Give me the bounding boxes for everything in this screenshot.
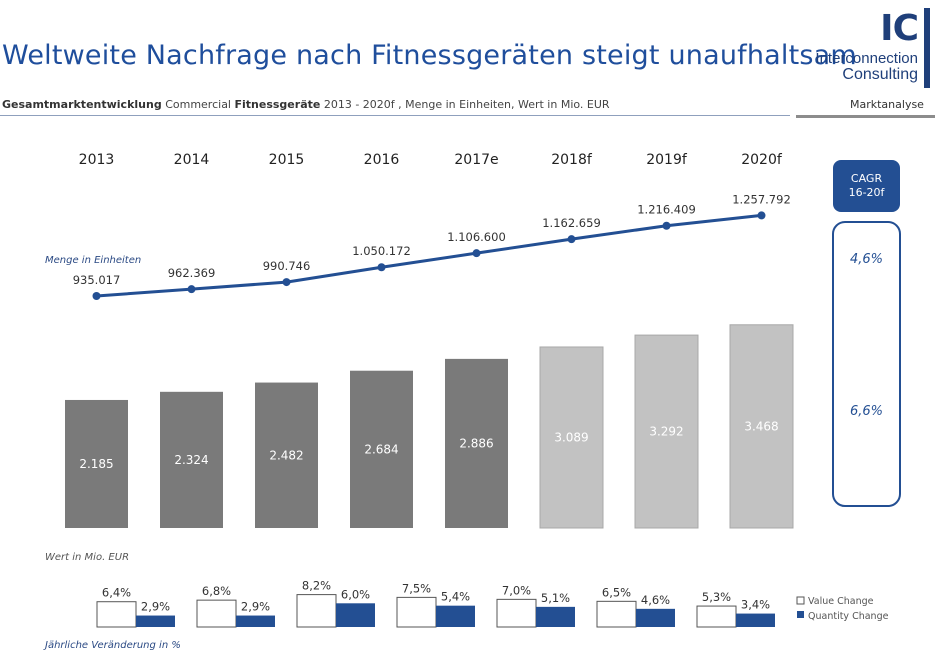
year-label: 2020f bbox=[741, 152, 783, 168]
subtitle-divider bbox=[0, 115, 790, 116]
change-chart-title: Jährliche Veränderung in % bbox=[43, 640, 181, 651]
value-bar bbox=[255, 382, 318, 528]
year-label: 2013 bbox=[79, 152, 115, 168]
year-label: 2015 bbox=[269, 152, 305, 168]
year-label: 2019f bbox=[646, 152, 688, 168]
quantity-change-bar bbox=[436, 605, 475, 627]
value-change-label: 7,0% bbox=[502, 583, 531, 597]
quantity-change-label: 3,4% bbox=[741, 598, 770, 612]
logo-text-line2: Consulting bbox=[842, 66, 918, 83]
quantity-change-label: 6,0% bbox=[341, 587, 370, 601]
value-change-label: 6,5% bbox=[602, 585, 631, 599]
quantity-point bbox=[757, 211, 766, 220]
value-bar-label: 3.468 bbox=[744, 419, 778, 433]
quantity-label: 1.257.792 bbox=[732, 192, 791, 206]
value-axis-label: Wert in Mio. EUR bbox=[45, 552, 129, 563]
quantity-label: 990.746 bbox=[263, 259, 311, 273]
quantity-label: 1.216.409 bbox=[637, 203, 696, 217]
quantity-label: 1.050.172 bbox=[352, 244, 411, 258]
cagr-title: CAGR bbox=[851, 172, 883, 185]
value-bar bbox=[350, 370, 413, 528]
section-divider bbox=[796, 115, 935, 118]
value-bar bbox=[729, 324, 794, 529]
value-change-bar bbox=[296, 594, 337, 628]
value-change-label: 7,5% bbox=[402, 581, 431, 595]
page-title: Weltweite Nachfrage nach Fitnessgeräten … bbox=[2, 40, 857, 71]
chart-subtitle: Gesamtmarktentwicklung Commercial Fitnes… bbox=[2, 98, 610, 111]
value-change-bar bbox=[396, 596, 437, 628]
value-bar-label: 3.292 bbox=[649, 425, 683, 439]
subtitle-plain-2: 2013 - 2020f , Menge in Einheiten, Wert … bbox=[320, 98, 610, 111]
value-change-bar bbox=[696, 605, 737, 628]
year-label: 2017e bbox=[454, 152, 498, 168]
quantity-point bbox=[567, 235, 576, 244]
quantity-change-label: 5,1% bbox=[541, 591, 570, 605]
quantity-change-label: 5,4% bbox=[441, 590, 470, 604]
logo-bar bbox=[924, 8, 930, 88]
value-bar bbox=[634, 334, 699, 529]
cagr-quantity: 4,6% bbox=[850, 252, 883, 267]
quantity-change-bar bbox=[736, 613, 775, 627]
value-bar-label: 2.185 bbox=[79, 457, 113, 471]
value-change-bar bbox=[496, 598, 537, 628]
quantity-point bbox=[662, 221, 671, 230]
quantity-point bbox=[282, 278, 291, 287]
section-label: Marktanalyse bbox=[850, 98, 924, 111]
logo-mark: IC bbox=[880, 8, 919, 49]
value-change-label: 5,3% bbox=[702, 590, 731, 604]
quantity-point bbox=[92, 292, 101, 300]
quantity-point bbox=[472, 249, 481, 258]
value-bar-label: 2.482 bbox=[269, 448, 303, 462]
value-bar-label: 3.089 bbox=[554, 430, 588, 444]
value-change-label: 8,2% bbox=[302, 579, 331, 593]
value-change-label: 6,4% bbox=[102, 586, 131, 600]
value-change-bar bbox=[96, 601, 137, 628]
quantity-line bbox=[96, 213, 762, 298]
year-label: 2014 bbox=[174, 152, 210, 168]
legend-value-swatch bbox=[796, 596, 805, 605]
year-label: 2016 bbox=[364, 152, 400, 168]
quantity-change-bar bbox=[136, 615, 175, 627]
subtitle-plain-1: Commercial bbox=[161, 98, 235, 111]
value-bar-label: 2.684 bbox=[364, 442, 398, 456]
cagr-value: 6,6% bbox=[850, 404, 883, 419]
year-label: 2018f bbox=[551, 152, 593, 168]
subtitle-bold-2: Fitnessgeräte bbox=[234, 98, 321, 111]
cagr-value-box bbox=[832, 221, 901, 507]
value-change-bar bbox=[196, 599, 237, 628]
quantity-label: 962.369 bbox=[168, 266, 216, 280]
quantity-label: 935.017 bbox=[73, 273, 121, 287]
value-bar bbox=[445, 358, 508, 528]
cagr-period: 16-20f bbox=[849, 186, 886, 199]
value-change-label: 6,8% bbox=[202, 584, 231, 598]
quantity-point bbox=[187, 285, 196, 294]
quantity-change-bar bbox=[336, 603, 375, 627]
logo-text-line1: Interconnection bbox=[815, 50, 918, 67]
cagr-header-box bbox=[833, 160, 900, 212]
quantity-change-label: 2,9% bbox=[241, 600, 270, 614]
value-change-bar bbox=[596, 600, 637, 628]
value-bar bbox=[539, 346, 604, 529]
legend-quantity-swatch bbox=[797, 611, 804, 618]
quantity-change-bar bbox=[536, 606, 575, 627]
value-bar-label: 2.886 bbox=[459, 436, 493, 450]
quantity-change-bar bbox=[236, 615, 275, 627]
value-bar bbox=[65, 399, 128, 528]
quantity-change-label: 4,6% bbox=[641, 593, 670, 607]
value-bar-label: 2.324 bbox=[174, 453, 208, 467]
legend-value-label: Value Change bbox=[808, 596, 874, 607]
quantity-label: 1.106.600 bbox=[447, 230, 506, 244]
quantity-label: 1.162.659 bbox=[542, 216, 601, 230]
legend-quantity-label: Quantity Change bbox=[808, 611, 889, 622]
company-logo: IC Interconnection Consulting bbox=[800, 8, 930, 88]
quantity-point bbox=[377, 263, 386, 272]
quantity-axis-label: Menge in Einheiten bbox=[45, 255, 141, 266]
quantity-change-bar bbox=[636, 608, 675, 627]
value-bar bbox=[160, 391, 223, 528]
quantity-change-label: 2,9% bbox=[141, 600, 170, 614]
subtitle-bold-1: Gesamtmarktentwicklung bbox=[2, 98, 162, 111]
